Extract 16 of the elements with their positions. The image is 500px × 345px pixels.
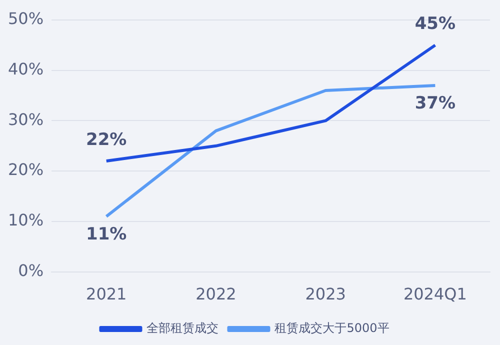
y-tick-label: 30% bbox=[8, 110, 44, 129]
legend-label: 租赁成交大于5000平 bbox=[274, 321, 390, 336]
y-tick-label: 20% bbox=[8, 160, 44, 180]
y-tick-label: 50% bbox=[8, 9, 44, 28]
y-tick-label: 40% bbox=[8, 60, 44, 79]
x-tick-label: 2024Q1 bbox=[403, 284, 467, 304]
x-tick-label: 2021 bbox=[86, 284, 127, 304]
y-tick-label: 10% bbox=[8, 210, 44, 230]
y-tick-label: 0% bbox=[18, 260, 44, 280]
data-label: 22% bbox=[86, 130, 127, 150]
legend-label: 全部租赁成交 bbox=[146, 321, 219, 336]
data-label: 11% bbox=[86, 224, 127, 244]
data-label: 37% bbox=[414, 93, 456, 114]
data-label: 45% bbox=[414, 14, 456, 34]
x-tick-label: 2023 bbox=[305, 284, 346, 304]
x-tick-label: 2022 bbox=[196, 284, 236, 304]
